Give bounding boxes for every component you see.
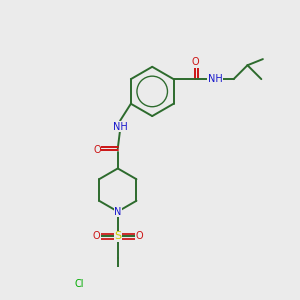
Text: NH: NH: [113, 122, 128, 132]
Text: S: S: [114, 231, 121, 241]
Text: O: O: [191, 57, 199, 67]
Text: O: O: [93, 145, 101, 155]
Text: Cl: Cl: [75, 279, 84, 289]
Text: N: N: [114, 207, 122, 217]
Text: NH: NH: [208, 74, 223, 84]
Text: O: O: [136, 231, 143, 241]
Text: O: O: [92, 231, 100, 241]
